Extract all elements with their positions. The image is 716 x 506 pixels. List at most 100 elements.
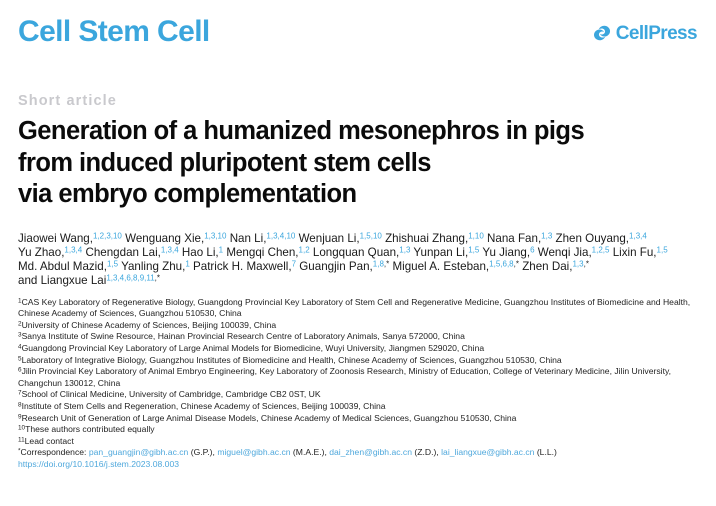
affiliation-text: Lead contact — [24, 435, 74, 446]
author-name: Miguel A. Esteban,1,5,6,8,* — [392, 260, 519, 273]
affiliation-text: University of Chinese Academy of Science… — [21, 319, 277, 330]
author-affiliation-marker: 1,3,4 — [160, 245, 179, 255]
author-label: Guangjin Pan, — [299, 260, 373, 274]
author-name: Wenqi Jia,1,2,5 — [538, 246, 610, 259]
author-label: Yunpan Li, — [413, 245, 469, 259]
author-affiliation-marker: 1,3 — [399, 245, 411, 255]
journal-title: Cell Stem Cell — [18, 15, 210, 48]
correspondence-email-link[interactable]: miguel@gibh.ac.cn — [217, 447, 291, 458]
correspondence-email-link[interactable]: dai_zhen@gibh.ac.cn — [329, 447, 413, 458]
author-label: Md. Abdul Mazid, — [18, 260, 107, 274]
author-label: Wenguang Xie, — [125, 231, 205, 245]
author-label: Mengqi Chen, — [226, 245, 299, 259]
affiliation-number: 1 — [18, 296, 22, 304]
affiliation-number: 6 — [18, 366, 22, 374]
affiliation-item: 6Jilin Provincial Key Laboratory of Anim… — [18, 366, 698, 389]
doi-link[interactable]: https://doi.org/10.1016/j.stem.2023.08.0… — [18, 458, 180, 469]
correspondence-initials: (Z.D.), — [412, 447, 442, 458]
correspondence-line: *Correspondence: pan_guangjin@gibh.ac.cn… — [18, 447, 698, 459]
author-affiliation-marker: 1,10 — [468, 231, 484, 241]
correspondence-initials: (G.P.), — [188, 447, 218, 458]
affiliation-item: 2University of Chinese Academy of Scienc… — [18, 320, 698, 332]
author-affiliation-marker: 1,3,4 — [64, 245, 83, 255]
author-label: Hao Li, — [181, 245, 219, 259]
affiliation-number: 2 — [18, 320, 22, 328]
author-affiliation-marker: 1,3,10 — [204, 231, 227, 241]
author-name: Longquan Quan,1,3 — [313, 246, 411, 259]
author-affiliation-marker: 1,5,10 — [359, 231, 382, 241]
author-name: Chengdan Lai,1,3,4 — [85, 246, 178, 259]
affiliation-item: 10These authors contributed equally — [18, 424, 698, 436]
corresponding-author-marker: ,* — [513, 259, 519, 269]
author-name: Zhen Ouyang,1,3,4 — [556, 232, 647, 245]
author-label: Chengdan Lai, — [85, 245, 161, 259]
author-affiliation-marker: 7 — [291, 259, 297, 269]
affiliation-item: 4Guangdong Provincial Key Laboratory of … — [18, 343, 698, 355]
author-name: Yu Jiang,6 — [482, 246, 534, 259]
affiliation-number: 10 — [18, 424, 26, 432]
article-type-label: Short article — [18, 93, 117, 109]
affiliation-item: 11Lead contact — [18, 436, 698, 448]
affiliation-item: 8Institute of Stem Cells and Regeneratio… — [18, 401, 698, 413]
page-title: Generation of a humanized mesonephros in… — [18, 116, 698, 211]
author-label: Wenjuan Li, — [298, 231, 360, 245]
author-label: Nan Li, — [229, 231, 267, 245]
cellpress-swirl-icon — [592, 23, 612, 43]
cellpress-wordmark: CellPress — [615, 22, 698, 44]
correspondence-email-link[interactable]: lai_liangxue@gibh.ac.cn — [441, 447, 535, 458]
author-name: Nan Li,1,3,4,10 — [230, 232, 296, 245]
author-label: Wenqi Jia, — [537, 245, 592, 259]
affiliation-text: Guangdong Provincial Key Laboratory of L… — [21, 342, 485, 353]
doi-line: https://doi.org/10.1016/j.stem.2023.08.0… — [18, 459, 698, 471]
masthead: Cell Stem Cell CellPress — [18, 0, 698, 72]
author-name: Wenjuan Li,1,5,10 — [299, 232, 382, 245]
author-label: Patrick H. Maxwell, — [193, 260, 292, 274]
author-name: Mengqi Chen,1,2 — [226, 246, 309, 259]
author-affiliation-marker: 1,3,* — [572, 259, 589, 269]
author-label: Yu Zhao, — [18, 245, 65, 259]
affiliation-item: 3Sanya Institute of Swine Resource, Hain… — [18, 331, 698, 343]
title-line-3: via embryo complementation — [18, 180, 357, 209]
author-label: Zhen Dai, — [522, 260, 573, 274]
affiliation-item: 9Research Unit of Generation of Large An… — [18, 413, 698, 425]
author-label: Yanling Zhu, — [121, 260, 186, 274]
author-affiliation-marker: 1,3 — [541, 231, 553, 241]
affiliation-item: 7School of Clinical Medicine, University… — [18, 389, 698, 401]
author-label: and Liangxue Lai — [18, 274, 107, 288]
author-name: Yu Zhao,1,3,4 — [18, 246, 82, 259]
affiliation-number: 4 — [18, 343, 22, 351]
affiliation-text: Jilin Provincial Key Laboratory of Anima… — [18, 366, 672, 388]
author-affiliation-marker: 1,3,4,6,8,9,11,* — [106, 274, 161, 284]
author-name: Guangjin Pan,1,8,* — [299, 260, 389, 273]
affiliation-number: 9 — [18, 412, 22, 420]
author-name: Lixin Fu,1,5 — [613, 246, 668, 259]
author-name: Wenguang Xie,1,3,10 — [125, 232, 226, 245]
affiliation-number: 8 — [18, 401, 22, 409]
affiliation-text: Institute of Stem Cells and Regeneration… — [21, 400, 386, 411]
affiliation-text: School of Clinical Medicine, University … — [21, 389, 321, 400]
correspondence-initials: (L.L.) — [534, 447, 557, 458]
author-name: Jiaowei Wang,1,2,3,10 — [18, 232, 122, 245]
corresponding-author-marker: ,* — [583, 259, 589, 269]
corresponding-author-marker: ,* — [154, 274, 161, 284]
author-label: Miguel A. Esteban, — [392, 260, 490, 274]
corresponding-author-marker: ,* — [383, 259, 390, 269]
author-name: and Liangxue Lai1,3,4,6,8,9,11,* — [18, 274, 160, 287]
author-affiliation-marker: 1,2,3,10 — [92, 231, 122, 241]
author-name: Hao Li,1 — [182, 246, 223, 259]
author-name: Zhishuai Zhang,1,10 — [385, 232, 484, 245]
cellpress-logo[interactable]: CellPress — [592, 22, 698, 44]
affiliation-list: 1CAS Key Laboratory of Regenerative Biol… — [18, 297, 698, 448]
author-affiliation-marker: 1,3,4,10 — [266, 231, 296, 241]
author-list: Jiaowei Wang,1,2,3,10 Wenguang Xie,1,3,1… — [18, 232, 698, 289]
correspondence-email-link[interactable]: pan_guangjin@gibh.ac.cn — [88, 447, 189, 458]
author-label: Zhishuai Zhang, — [385, 231, 469, 245]
author-affiliation-marker: 1 — [218, 245, 224, 255]
author-label: Zhen Ouyang, — [555, 231, 630, 245]
correspondence-initials: (M.A.E.), — [290, 447, 330, 458]
affiliation-text: CAS Key Laboratory of Regenerative Biolo… — [18, 296, 691, 319]
author-name: Md. Abdul Mazid,1,5 — [18, 260, 118, 273]
author-label: Lixin Fu, — [612, 245, 657, 259]
correspondence-marker: * — [18, 447, 21, 455]
